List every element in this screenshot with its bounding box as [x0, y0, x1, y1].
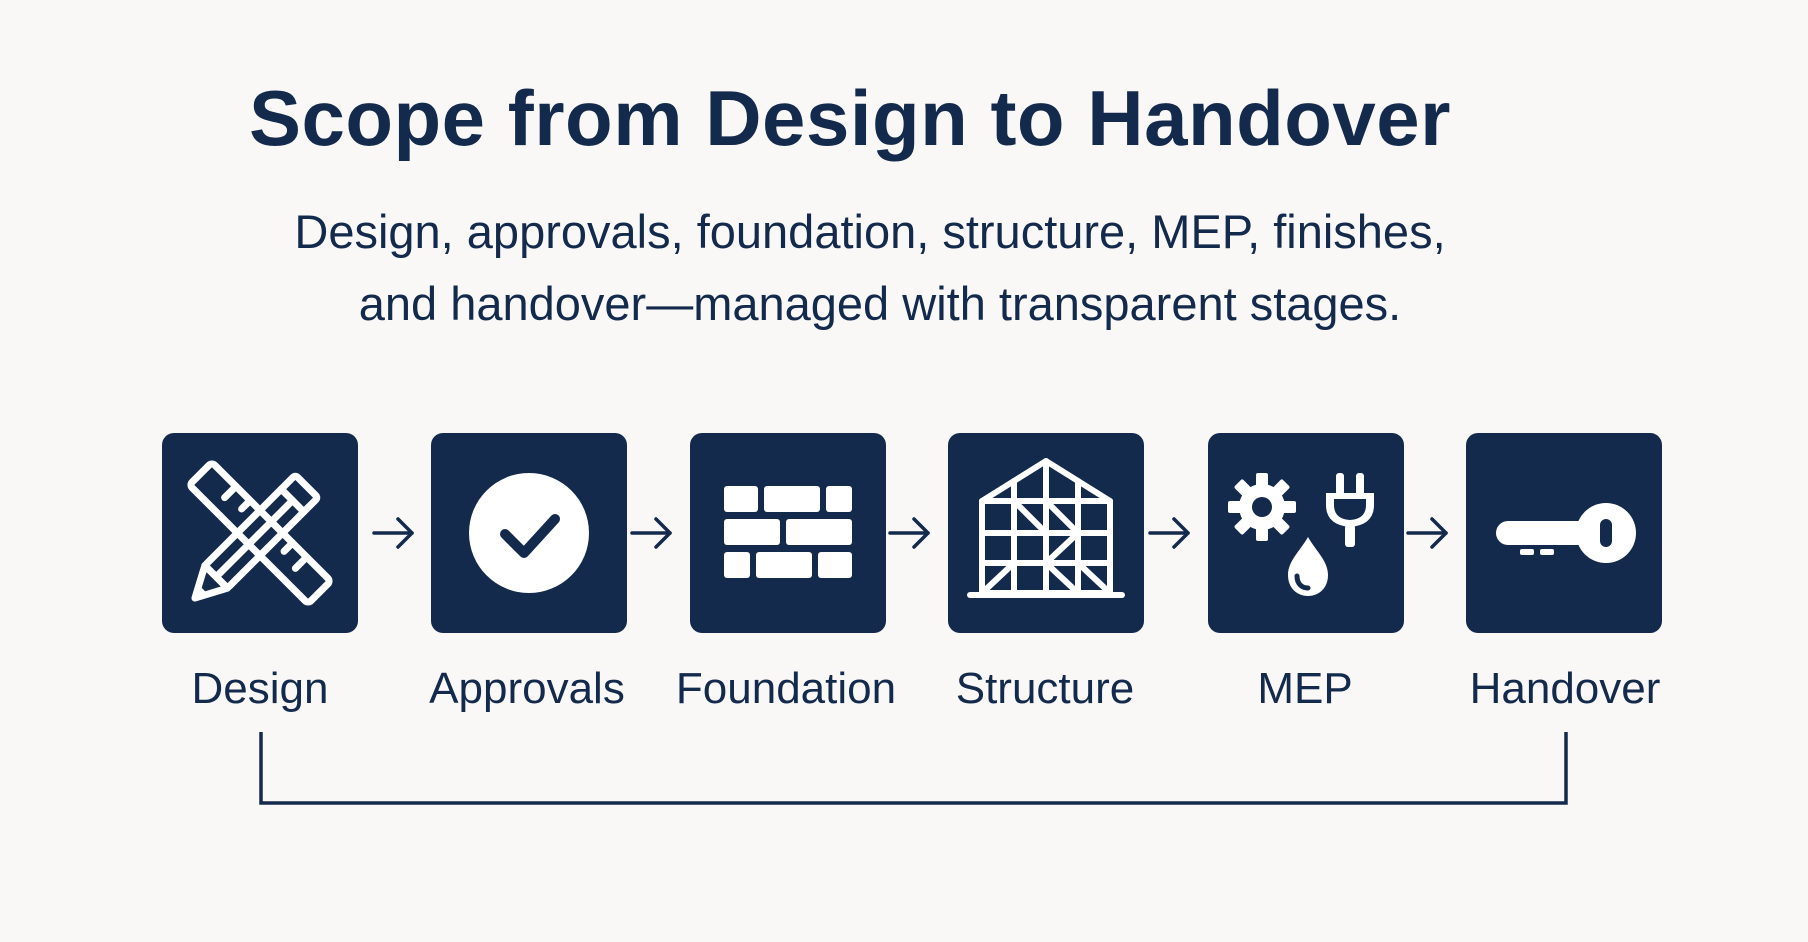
pencil-ruler-icon	[187, 460, 333, 606]
stage-tile-approvals	[431, 433, 627, 633]
subtitle-line-1: Design, approvals, foundation, structure…	[294, 205, 1446, 258]
page-subtitle: Design, approvals, foundation, structure…	[0, 196, 1740, 340]
stage-tile-design	[162, 433, 358, 633]
stage-label-mep: MEP	[1257, 664, 1353, 713]
checkmark-circle-icon	[469, 473, 589, 593]
arrow-right-icon	[888, 517, 930, 549]
subtitle-line-2: and handover—managed with transparent st…	[358, 277, 1402, 330]
stage-label-handover: Handover	[1469, 664, 1661, 713]
stage-label-design: Design	[191, 664, 329, 713]
key-icon	[1496, 503, 1636, 563]
stage-tile-handover	[1466, 433, 1662, 633]
stage-tile-structure	[948, 433, 1144, 633]
stage-tile-mep	[1208, 433, 1404, 633]
gear-plug-droplet-icon	[1228, 473, 1374, 596]
building-frame-icon	[967, 458, 1125, 598]
arrow-right-icon	[372, 517, 414, 549]
stage-label-approvals: Approvals	[429, 664, 625, 713]
arrow-right-icon	[630, 517, 672, 549]
arrow-right-icon	[1148, 517, 1190, 549]
stage-label-structure: Structure	[955, 664, 1135, 713]
brick-wall-icon	[724, 486, 852, 578]
page-title: Scope from Design to Handover	[248, 74, 1452, 162]
stage-tile-foundation	[690, 433, 886, 633]
arrow-right-icon	[1406, 517, 1448, 549]
stage-label-foundation: Foundation	[675, 664, 897, 713]
